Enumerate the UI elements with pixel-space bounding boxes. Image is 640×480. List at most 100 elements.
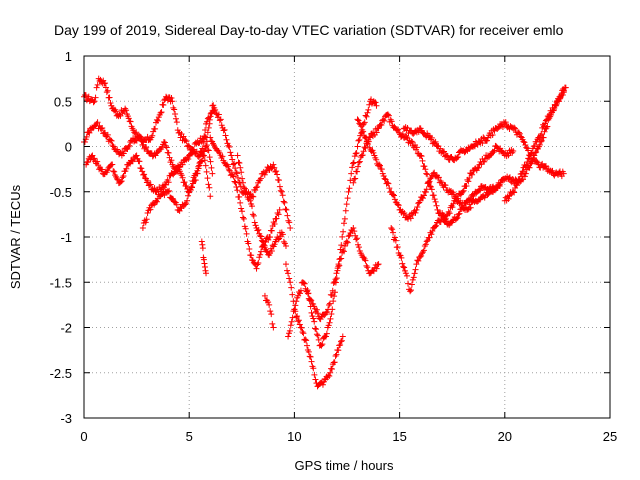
data-point [160, 101, 167, 108]
data-point [327, 315, 334, 322]
data-point [220, 127, 227, 134]
data-point [407, 215, 414, 222]
x-tick-label: 10 [287, 429, 301, 444]
data-point [271, 164, 278, 171]
data-point [398, 254, 405, 261]
data-point [345, 233, 352, 240]
data-point [255, 260, 262, 267]
data-point [203, 270, 210, 277]
data-point [530, 154, 537, 161]
data-point [519, 168, 526, 175]
data-point [476, 138, 483, 145]
data-point [390, 229, 397, 236]
data-point [394, 201, 401, 208]
data-point [238, 169, 245, 176]
data-point [169, 98, 176, 105]
data-point [354, 116, 361, 123]
data-point [284, 267, 291, 274]
data-point [291, 306, 298, 313]
data-point [173, 201, 180, 208]
data-point [294, 313, 301, 320]
data-point [170, 104, 177, 111]
data-point [433, 202, 440, 209]
data-point [405, 280, 412, 287]
data-point [421, 163, 428, 170]
data-point [289, 314, 296, 321]
data-point [337, 246, 344, 253]
data-point [373, 265, 380, 272]
x-axis-label: GPS time / hours [295, 458, 394, 473]
data-point [140, 171, 147, 178]
data-point [422, 241, 429, 248]
data-point [270, 161, 277, 168]
data-point [386, 185, 393, 192]
y-tick-label: -2.5 [50, 366, 72, 381]
data-point [171, 106, 178, 113]
data-point [182, 137, 189, 144]
data-point [325, 302, 332, 308]
data-point [300, 279, 307, 286]
data-point [263, 248, 270, 255]
data-point [339, 333, 346, 340]
data-point [202, 133, 209, 140]
data-point [319, 341, 326, 348]
data-point [85, 93, 92, 100]
data-point [185, 142, 192, 149]
data-point [267, 234, 274, 241]
data-point [271, 220, 278, 227]
data-point [412, 266, 419, 273]
series-track-g [234, 152, 289, 259]
data-point [310, 315, 317, 322]
data-point [269, 320, 276, 327]
data-point [369, 147, 376, 154]
data-point [362, 134, 369, 141]
data-point [378, 166, 385, 173]
chart-title: Day 199 of 2019, Sidereal Day-to-day VTE… [54, 22, 564, 38]
data-point [394, 244, 401, 251]
data-point [390, 191, 397, 198]
data-point [430, 192, 437, 199]
data-point [139, 224, 146, 231]
data-point [184, 197, 191, 204]
data-point [318, 342, 325, 349]
data-point [225, 166, 232, 173]
data-point [149, 132, 156, 139]
data-point [542, 117, 549, 124]
data-point [225, 163, 232, 170]
data-point [502, 119, 509, 126]
series-track-e [198, 238, 210, 277]
data-point [474, 165, 481, 172]
data-point [403, 134, 410, 141]
data-point [319, 381, 326, 388]
data-point [304, 342, 311, 349]
data-point [312, 376, 319, 383]
data-point [513, 182, 520, 189]
data-point [249, 203, 256, 210]
data-point [276, 206, 283, 213]
data-point [93, 84, 100, 91]
data-point [251, 260, 258, 267]
data-point [153, 198, 160, 205]
data-point [235, 159, 242, 166]
data-point [331, 289, 338, 296]
y-tick-label: -1.5 [50, 275, 72, 290]
data-point [523, 162, 530, 169]
data-point [98, 166, 105, 173]
data-point [515, 178, 522, 185]
data-point [102, 84, 109, 91]
data-point [361, 119, 368, 126]
x-axis: 0 5 10 15 20 25 [80, 56, 617, 444]
data-point [286, 275, 293, 282]
data-point [284, 212, 291, 219]
data-point [81, 139, 88, 146]
data-point [525, 147, 532, 154]
data-point [240, 184, 247, 191]
data-point [98, 125, 105, 132]
data-point [350, 179, 357, 186]
data-point [332, 352, 339, 359]
data-point [487, 151, 494, 158]
data-point [173, 119, 180, 126]
series-track-a [81, 75, 294, 231]
data-point [238, 205, 245, 212]
data-point [152, 125, 159, 132]
